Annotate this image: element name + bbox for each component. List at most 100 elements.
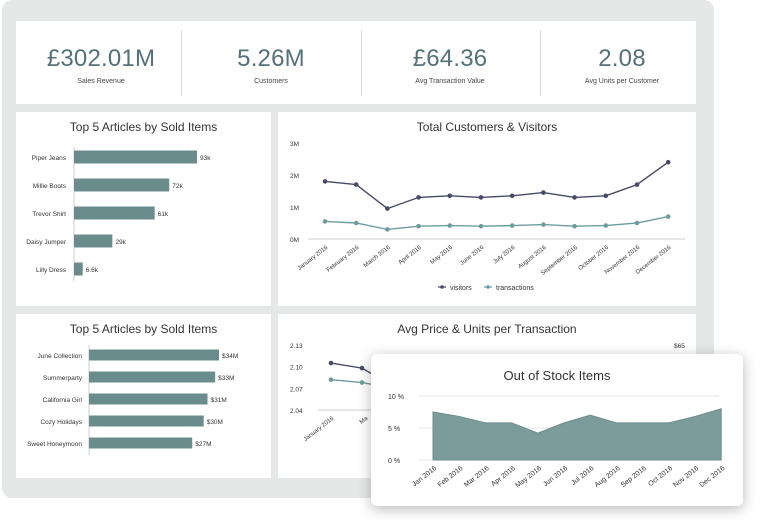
data-point	[359, 365, 365, 371]
x-tick-label: January 2016	[303, 415, 336, 443]
x-tick-label: Ma	[359, 415, 370, 425]
kpi-value: £302.01M	[46, 45, 156, 72]
data-point	[603, 223, 609, 228]
x-tick-label: May 2016	[430, 244, 455, 265]
kpi-label: Customers	[254, 78, 288, 85]
data-point	[634, 220, 640, 226]
kpi-avg-units[interactable]: 2.08 Avg Units per Customer	[537, 21, 707, 104]
data-point	[572, 195, 577, 200]
top-articles-revenue-chart: June Collection $34M Summerparty $33M Califo…	[27, 345, 238, 455]
chart-title: Top 5 Articles by Sold Items	[69, 322, 218, 336]
chart-title: Total Customers & Visitors	[416, 120, 558, 134]
chart-title: Out of Stock Items	[503, 368, 611, 383]
kpi-label: Avg Units per Customer	[584, 78, 660, 85]
category-label: Trevor Shirt	[32, 211, 66, 218]
data-point	[634, 182, 640, 187]
data-point	[447, 223, 453, 228]
data-point	[541, 190, 546, 195]
kpi-value: 5.26M	[237, 45, 305, 72]
top-articles-revenue-panel: Top 5 Articles by Sold Items June Collec…	[16, 314, 271, 478]
bar	[89, 415, 204, 427]
customers-visitors-panel: Total Customers & Visitors 3M 2M 1M 0M Janua…	[278, 112, 696, 306]
kpi-label: Sales Revenue	[77, 78, 125, 85]
area-series	[432, 408, 722, 461]
y-tick-label: 0 %	[388, 458, 400, 465]
data-point	[385, 227, 390, 232]
kpi-value: 2.08	[598, 45, 646, 72]
category-label: Lilly Dress	[36, 267, 67, 274]
top-articles-panel: Top 5 Articles by Sold Items Piper Jeans…	[16, 112, 271, 306]
top-articles-chart: Piper Jeans 93k Millie Boots 72k Trevor Shir…	[26, 147, 211, 281]
series-line-transactions	[324, 215, 669, 231]
x-tick-label: Feb 2016	[437, 465, 465, 489]
bar	[74, 262, 83, 276]
category-label: Summerparty	[43, 375, 83, 382]
x-tick-label: Oct 2016	[647, 465, 674, 488]
bar	[89, 393, 208, 405]
kpi-divider	[540, 30, 541, 96]
data-point	[322, 219, 328, 224]
category-label: Millie Boots	[33, 183, 67, 190]
legend-label: visitors	[450, 285, 472, 292]
data-label: 29k	[115, 239, 126, 246]
data-point	[447, 193, 453, 199]
y-tick-label: 2M	[290, 173, 299, 180]
data-point	[509, 223, 515, 228]
y-tick-label: 2.13	[290, 343, 303, 350]
y-tick-label: 3M	[290, 141, 299, 148]
x-tick-label: Jan 2016	[411, 465, 438, 488]
data-point	[416, 195, 421, 200]
bar	[74, 178, 170, 192]
y-tick-label: 2.10	[290, 365, 303, 372]
series-line-visitors	[324, 161, 669, 210]
data-point	[665, 214, 671, 219]
x-tick-label: Jul 2016	[570, 465, 595, 487]
legend-marker	[440, 285, 444, 289]
y-tick-label: 2.07	[290, 386, 303, 393]
bar	[74, 150, 197, 164]
data-label: $34M	[222, 353, 238, 360]
kpi-sales-revenue[interactable]: £302.01M Sales Revenue	[16, 21, 186, 104]
data-point	[478, 223, 484, 229]
data-label: $33M	[218, 375, 234, 382]
category-label: California Girl	[43, 397, 83, 404]
x-tick-label: Apr 2016	[490, 465, 517, 488]
data-point	[541, 222, 546, 227]
chart-title: Top 5 Articles by Sold Items	[69, 120, 218, 134]
x-tick-label: October 2016	[578, 244, 611, 272]
data-label: $27M	[195, 441, 211, 448]
data-point	[603, 193, 609, 199]
kpi-divider	[361, 30, 362, 96]
x-tick-label: Dec 2016	[699, 465, 727, 489]
x-tick-label: June 2016	[459, 244, 485, 266]
bar	[89, 371, 216, 383]
x-tick-label: Mar 2016	[463, 465, 491, 489]
kpi-customers[interactable]: 5.26M Customers	[186, 21, 356, 104]
data-label: 72k	[172, 183, 183, 190]
data-point	[478, 195, 484, 200]
data-label: 6.6k	[86, 267, 99, 274]
category-label: Sweet Honeymoon	[27, 441, 82, 448]
x-tick-label: February 2016	[326, 244, 361, 273]
chart-title: Avg Price & Units per Transaction	[397, 322, 577, 336]
data-point	[322, 179, 328, 184]
data-point	[353, 182, 359, 187]
bar	[89, 349, 219, 361]
out-of-stock-popup[interactable]: Out of Stock Items 10 % 5 % 0 % Jan 2016 Feb…	[371, 354, 743, 506]
data-label: $30M	[207, 419, 223, 426]
legend-marker	[486, 285, 490, 289]
category-label: Daisy Jumper	[26, 239, 67, 246]
category-label: Piper Jeans	[32, 155, 67, 162]
y-tick-label: 10 %	[388, 394, 404, 401]
kpi-row: £302.01M Sales Revenue 5.26M Customers £…	[16, 21, 696, 104]
x-tick-label: Aug 2016	[594, 465, 622, 489]
x-tick-label: August 2016	[517, 244, 548, 270]
kpi-avg-transaction-value[interactable]: £64.36 Avg Transaction Value	[365, 21, 535, 104]
bar	[74, 234, 113, 248]
data-label: 93k	[200, 155, 211, 162]
x-tick-label: January 2016	[297, 244, 330, 272]
kpi-divider	[181, 30, 182, 96]
y-tick-label: 1M	[290, 205, 299, 212]
